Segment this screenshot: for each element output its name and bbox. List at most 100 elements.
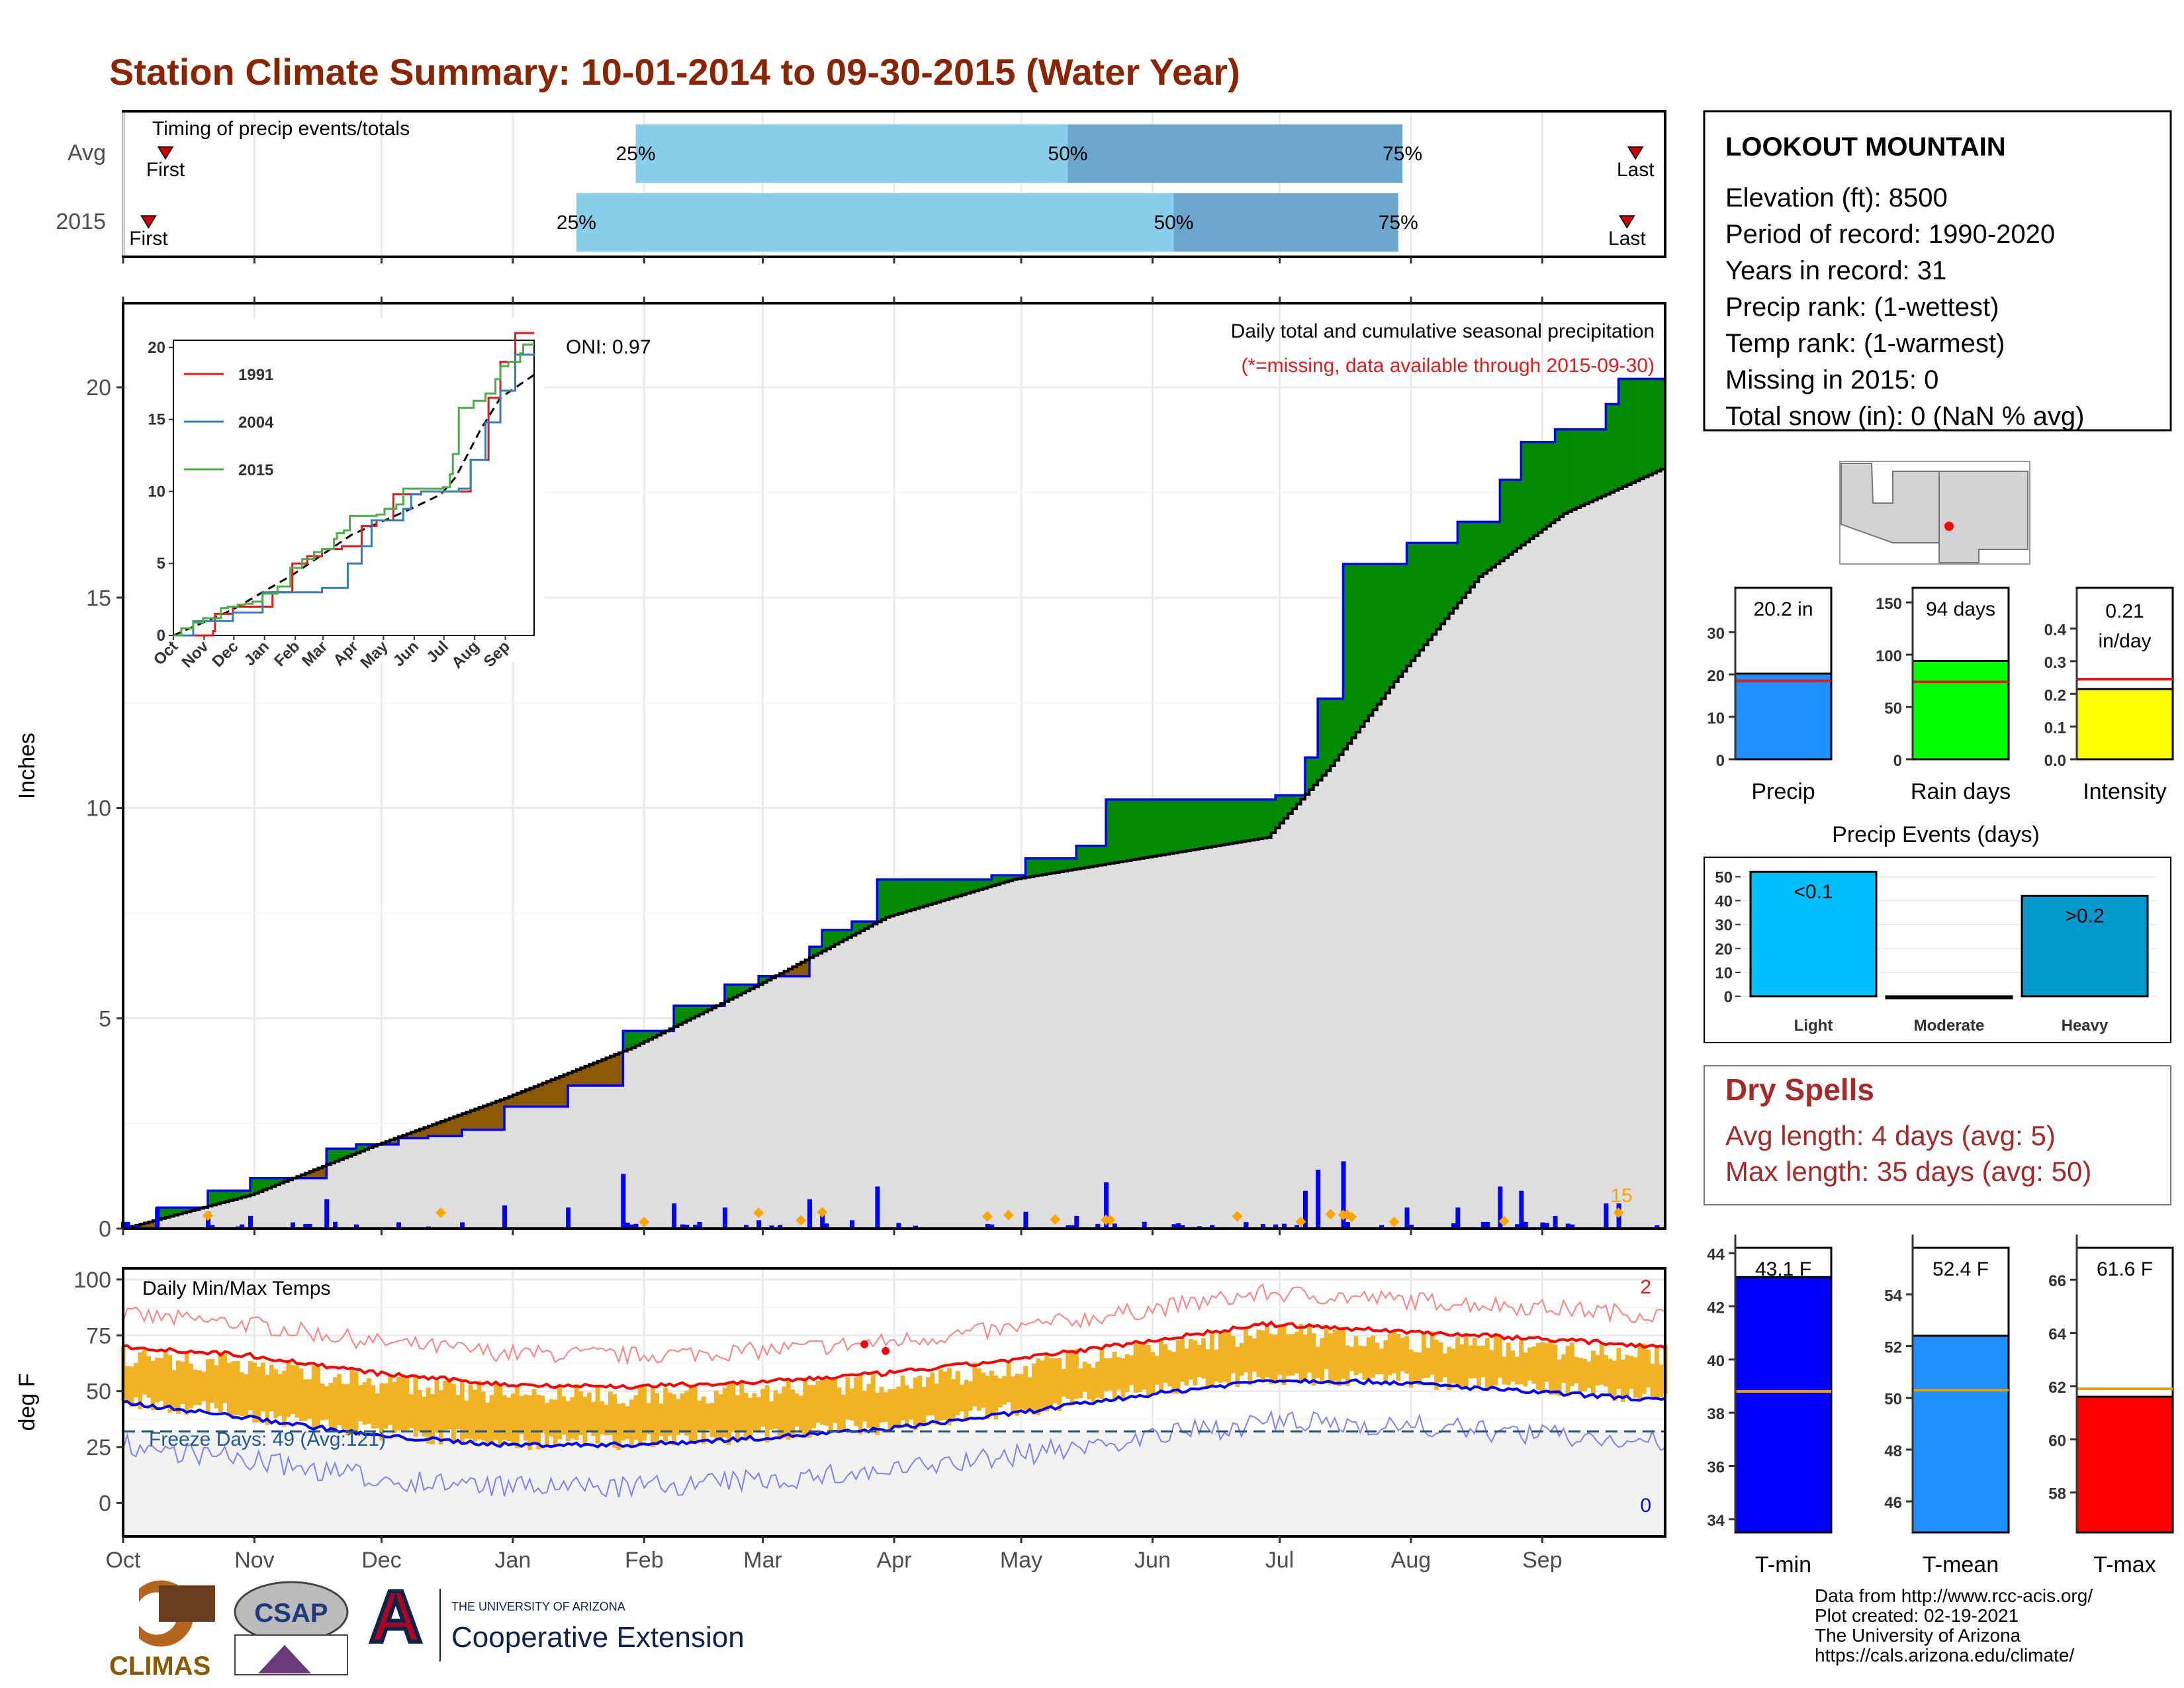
precip-y-tick-label: 100 (1876, 647, 1902, 665)
temp-daily-range (1595, 1355, 1600, 1386)
temp-daily-range (1633, 1357, 1638, 1398)
temp-daily-range (1066, 1352, 1071, 1399)
temp-daily-range (1484, 1338, 1490, 1391)
precip-surplus (1563, 429, 1569, 514)
precip-surplus (220, 1190, 226, 1203)
precip-summary-2: 0.0 0.1 0.2 0.3 0.4 0.21 in/day Intensity (2044, 586, 2174, 804)
station-line-period: Period of record: 1990-2020 (1725, 220, 2055, 249)
temp-daily-range (663, 1387, 668, 1442)
precip-surplus (1373, 563, 1378, 710)
temp-daily-range (989, 1370, 994, 1416)
precip-daily-bar (1455, 1207, 1461, 1229)
precip-surplus (1381, 563, 1387, 699)
precip-surplus (627, 1031, 632, 1050)
temp-daily-range (1336, 1331, 1342, 1387)
temp-daily-range (362, 1382, 367, 1425)
precip-surplus (1055, 858, 1060, 872)
precip-daily-bar (125, 1221, 130, 1229)
temp-daily-range (129, 1366, 134, 1407)
precip-daily-bar (684, 1225, 690, 1229)
precip-surplus (1262, 799, 1267, 839)
precip-surplus (1410, 543, 1416, 661)
temp-y-tick-label: 0 (99, 1491, 111, 1516)
temp-daily-range (383, 1383, 388, 1429)
precip-bar (2075, 688, 2174, 761)
precip-surplus (1487, 522, 1492, 571)
temp-daily-range (269, 1364, 274, 1411)
precip-surplus (1385, 563, 1390, 693)
precip-surplus (758, 976, 764, 985)
timing-first-triangle (157, 146, 174, 160)
precip-surplus (974, 879, 979, 891)
temp-record-min-line (122, 1409, 1666, 1498)
temp-daily-range (184, 1352, 189, 1415)
temp-daily-range (413, 1376, 418, 1437)
precip-surplus (1648, 379, 1653, 475)
precip-daily-bar (989, 1224, 995, 1229)
temp-daily-range (252, 1362, 257, 1423)
precip-snow-marker (796, 1215, 807, 1226)
precip-surplus (762, 976, 768, 983)
precip-surplus (1537, 442, 1543, 533)
precip-surplus (1542, 442, 1547, 530)
precip-surplus (1627, 379, 1632, 485)
temp-daily-range (1523, 1352, 1528, 1387)
precip-surplus (233, 1190, 238, 1199)
precip-surplus (161, 1207, 166, 1219)
precip-surplus (1195, 799, 1200, 850)
precip-surplus (1474, 522, 1479, 582)
precip-surplus (813, 947, 819, 956)
temp-daily-range (604, 1405, 609, 1436)
temp-daily-range (337, 1374, 342, 1426)
temp-daily-range (701, 1396, 706, 1444)
temp-daily-range (1311, 1333, 1316, 1386)
precip-surplus (881, 879, 886, 920)
precip-surplus (1415, 543, 1420, 656)
temp-daily-range (451, 1383, 456, 1444)
temp-daily-range (248, 1360, 253, 1411)
temp-daily-range (1527, 1347, 1532, 1381)
temp-y-tick-label: 100 (73, 1268, 111, 1293)
precip-deficit (589, 1064, 594, 1086)
temp-daily-range (1375, 1342, 1380, 1375)
temp-daily-range (125, 1366, 130, 1402)
precip-surplus (657, 1031, 662, 1035)
precip-surplus (1330, 698, 1336, 766)
precip-surplus (928, 879, 933, 905)
temp-daily-range (1273, 1335, 1278, 1382)
precip-surplus (351, 1149, 357, 1155)
temp-y-label: deg F (15, 1374, 40, 1431)
temp-daily-range (1290, 1334, 1295, 1376)
temp-daily-range (769, 1401, 774, 1430)
temp-daily-range (349, 1368, 355, 1433)
temp-daily-range (506, 1397, 512, 1442)
precip-daily-bar (324, 1199, 330, 1229)
precip-surplus (1424, 543, 1429, 645)
timing-row-label-avg: Avg (68, 140, 106, 165)
temp-daily-range (197, 1370, 202, 1405)
events-bar (1885, 995, 2013, 1000)
precip-surplus (1482, 522, 1488, 574)
temp-daily-range (1629, 1356, 1634, 1389)
temp-daily-range (1586, 1362, 1592, 1388)
temp-daily-range (1201, 1338, 1206, 1379)
temp-daily-range (1133, 1341, 1138, 1393)
precip-surplus (1457, 522, 1463, 603)
precip-deficit (449, 1118, 454, 1137)
precip-daily-bar (1180, 1225, 1185, 1229)
temp-daily-range (1531, 1346, 1537, 1384)
precip-daily-bar (985, 1223, 990, 1229)
temp-daily-range (565, 1401, 570, 1442)
temp-daily-range (189, 1364, 194, 1409)
precip-snow-marker (817, 1207, 828, 1218)
temp-y-tick-label: 64 (2048, 1326, 2066, 1344)
precip-deficit (144, 1223, 150, 1229)
precip-surplus (1013, 875, 1018, 880)
precip-surplus (847, 929, 852, 938)
precip-surplus (246, 1190, 251, 1196)
precip-surplus (1377, 563, 1382, 704)
precip-y-tick-label: 20 (1707, 667, 1725, 685)
temp-daily-range (1404, 1336, 1410, 1374)
precip-surplus (703, 1006, 708, 1012)
precip-deficit (512, 1094, 518, 1107)
